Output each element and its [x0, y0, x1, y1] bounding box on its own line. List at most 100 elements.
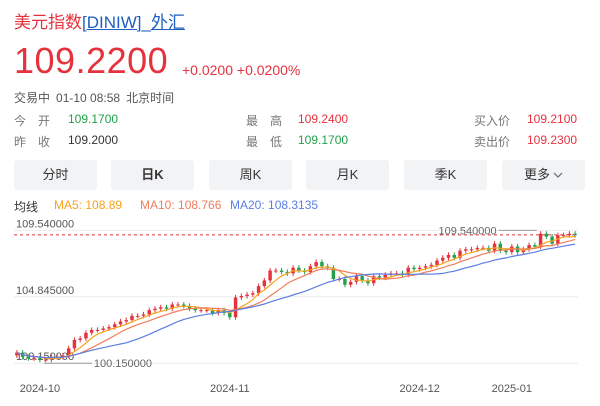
candle — [464, 249, 468, 251]
market-link[interactable]: 外汇 — [150, 13, 185, 32]
candle — [429, 264, 433, 267]
candle — [377, 276, 382, 278]
candle — [136, 315, 140, 317]
status-timezone: 北京时间 — [126, 91, 175, 105]
status-datetime: 01-10 08:58 — [56, 91, 121, 105]
candlestick-chart[interactable]: 109.540000 104.845000 100.150000 109.54000… — [0, 215, 600, 406]
candle — [164, 307, 169, 309]
candle — [107, 327, 111, 329]
y-axis-label: 109.540000 — [16, 218, 74, 230]
tab-daily-k[interactable]: 日K — [111, 160, 194, 190]
tab-more-label: 更多 — [523, 167, 550, 182]
candle — [239, 296, 244, 298]
tab-intraday[interactable]: 分时 — [14, 160, 97, 190]
ma5-line — [16, 236, 576, 360]
candle — [360, 276, 364, 281]
ma5-value: MA5: 108.89 — [54, 198, 123, 212]
candle — [78, 338, 82, 340]
candle — [573, 233, 577, 236]
candle — [66, 348, 71, 356]
status-text: 交易中 — [14, 91, 51, 105]
instrument-code-link[interactable]: [DINIW] — [82, 13, 142, 32]
ma-label: 均线 — [14, 200, 39, 214]
prev-close-label: 昨 收 — [14, 135, 51, 149]
tab-monthly-k[interactable]: 月K — [306, 160, 389, 190]
candle — [538, 233, 543, 247]
candle — [187, 305, 192, 309]
candle — [256, 286, 261, 294]
candle — [314, 262, 318, 267]
candle — [544, 233, 549, 237]
candle — [193, 308, 198, 311]
candle — [458, 250, 462, 258]
candle — [446, 254, 451, 258]
candle — [550, 236, 554, 244]
current-price: 109.2200 — [14, 40, 169, 81]
x-axis-label: 2024-10 — [20, 383, 60, 395]
candle — [498, 243, 503, 251]
min-annotation-label: 100.150000 — [94, 358, 152, 370]
change-value: +0.0200 — [182, 62, 233, 78]
bid-label: 买入价 — [474, 114, 511, 128]
chart-grid — [14, 229, 578, 364]
y-axis-label: 104.845000 — [16, 285, 74, 297]
candle — [452, 254, 456, 258]
candle — [84, 332, 88, 339]
candle — [308, 266, 313, 272]
candle — [492, 243, 497, 251]
candle — [32, 358, 36, 360]
x-axis-labels: 2024-10 2024-11 2024-12 2025-01 — [20, 383, 532, 395]
high-label: 最 高 — [246, 114, 283, 128]
candle — [348, 281, 353, 285]
max-annotation-label: 109.540000 — [438, 225, 496, 237]
low-value: 109.1700 — [298, 133, 349, 147]
candle — [61, 355, 65, 357]
candle — [285, 271, 290, 274]
candle — [118, 321, 123, 325]
candle — [170, 304, 174, 309]
ma10-value: MA10: 108.766 — [140, 198, 222, 212]
annotations: 109.540000 100.150000 — [43, 225, 537, 370]
candle — [228, 312, 232, 318]
candle — [159, 307, 163, 309]
candle — [38, 358, 42, 360]
candle — [354, 276, 359, 282]
candle — [504, 250, 508, 253]
candle — [130, 315, 134, 321]
candle — [101, 328, 105, 330]
change-percent: +0.0200% — [236, 62, 301, 78]
instrument-name: 美元指数 — [14, 13, 82, 32]
candle — [274, 270, 278, 272]
x-axis-label: 2024-12 — [400, 383, 440, 395]
candle — [147, 310, 151, 315]
tab-quarterly-k[interactable]: 季K — [404, 160, 487, 190]
candle — [567, 233, 572, 236]
candle — [418, 267, 422, 270]
candle — [26, 356, 31, 359]
bid-value: 109.2100 — [527, 112, 578, 126]
tab-weekly-k[interactable]: 周K — [209, 160, 292, 190]
candle — [331, 267, 336, 280]
x-axis-label: 2024-11 — [210, 383, 250, 395]
candle — [320, 262, 324, 267]
candle — [210, 310, 215, 313]
candle — [297, 267, 301, 271]
title-separator: _ — [141, 13, 151, 32]
candle — [279, 270, 284, 272]
candle — [561, 235, 566, 237]
trading-status: 交易中 01-10 08:58 北京时间 — [14, 89, 180, 106]
tab-more[interactable]: 更多 — [502, 160, 585, 190]
candle — [527, 245, 531, 250]
ma-lines — [16, 236, 576, 360]
candle — [89, 329, 94, 333]
candle — [124, 320, 128, 322]
candle — [435, 260, 439, 265]
stats-row-1: 今 开 109.1700 最 高 109.2400 买入价 109.2100 — [14, 112, 586, 130]
prev-close-value: 109.2000 — [68, 133, 119, 147]
candle — [141, 314, 146, 316]
candle — [112, 324, 117, 328]
candle — [469, 249, 474, 251]
candle — [268, 270, 272, 281]
candle — [423, 266, 428, 268]
